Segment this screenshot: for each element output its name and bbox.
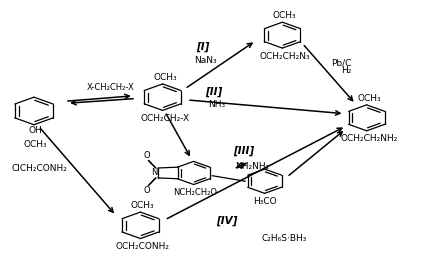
Text: OCH₂CH₂-X: OCH₂CH₂-X bbox=[140, 114, 190, 123]
Text: X-CH₂CH₂-X: X-CH₂CH₂-X bbox=[87, 83, 135, 92]
Text: [III]: [III] bbox=[233, 146, 255, 157]
Text: OCH₂CH₂N₃: OCH₂CH₂N₃ bbox=[259, 52, 310, 61]
Text: NCH₂CH₂O: NCH₂CH₂O bbox=[173, 188, 217, 197]
Text: NH₂NH₂: NH₂NH₂ bbox=[235, 162, 269, 171]
Text: OCH₂CONH₂: OCH₂CONH₂ bbox=[116, 242, 170, 251]
Text: OH: OH bbox=[28, 126, 42, 135]
Text: OCH₂CH₂NH₂: OCH₂CH₂NH₂ bbox=[340, 134, 397, 143]
Text: ClCH₂CONH₂: ClCH₂CONH₂ bbox=[12, 164, 68, 173]
Text: O: O bbox=[144, 151, 150, 160]
Text: OCH₃: OCH₃ bbox=[273, 11, 296, 20]
Text: [I]: [I] bbox=[196, 42, 209, 52]
Text: O: O bbox=[144, 186, 150, 195]
Text: H₂: H₂ bbox=[341, 66, 352, 75]
Text: C₂H₆S·BH₃: C₂H₆S·BH₃ bbox=[262, 234, 307, 243]
Text: OCH₃: OCH₃ bbox=[357, 94, 381, 103]
Text: [IV]: [IV] bbox=[216, 216, 238, 226]
Text: NaN₃: NaN₃ bbox=[194, 56, 216, 65]
Text: OCH₃: OCH₃ bbox=[24, 140, 47, 149]
Text: Pb/C: Pb/C bbox=[331, 58, 352, 67]
Text: [II]: [II] bbox=[205, 87, 222, 97]
Text: NH₃: NH₃ bbox=[208, 101, 226, 109]
Text: H₃CO: H₃CO bbox=[253, 197, 276, 206]
Text: OCH₃: OCH₃ bbox=[153, 73, 177, 82]
Text: N: N bbox=[151, 168, 157, 178]
Text: OCH₃: OCH₃ bbox=[131, 201, 154, 210]
